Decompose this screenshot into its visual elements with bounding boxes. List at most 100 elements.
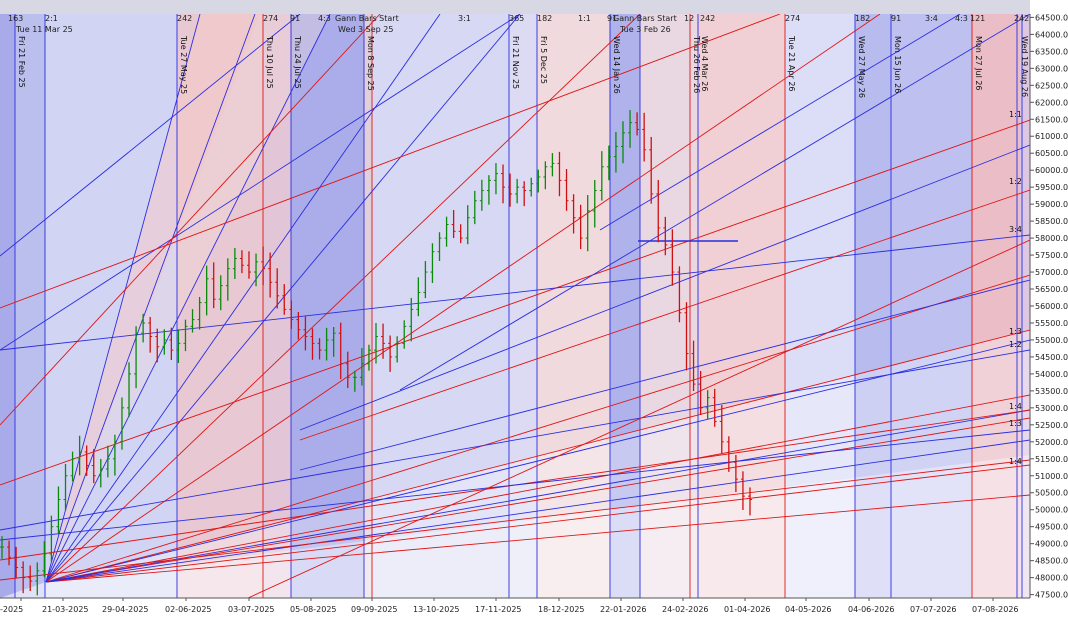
x-tick-label-13: 04-05-2026 xyxy=(785,605,832,614)
gann-line-14 xyxy=(45,14,441,583)
top-cycle-label-4: 91 xyxy=(290,14,300,23)
y-tick-label-19: 55000.00 xyxy=(1035,336,1068,345)
cycle-zone-5 xyxy=(291,14,364,598)
gann-line-22 xyxy=(299,189,1030,441)
y-tick-label-29: 50000.00 xyxy=(1035,506,1068,515)
gann-angle-label-2: 3:4 xyxy=(1009,225,1022,234)
top-cycle-label-7: 3:1 xyxy=(458,14,471,23)
y-tick-label-30: 49500.00 xyxy=(1035,523,1068,532)
vertical-line-label-8: Thu 26 Feb 26 xyxy=(692,35,701,93)
gann-line-1 xyxy=(45,464,1030,583)
y-tick-label-28: 50500.00 xyxy=(1035,489,1068,498)
top-cycle-label-6: Gann Bars Start xyxy=(335,14,399,23)
x-tick-label-1: 21-03-2025 xyxy=(42,605,89,614)
vertical-line-label-2: Thu 10 Jul 25 xyxy=(265,35,274,89)
x-tick-label-16: 07-08-2026 xyxy=(972,605,1019,614)
y-tick-label-22: 53500.00 xyxy=(1035,387,1068,396)
top-cycle-label-16: 182 xyxy=(855,14,870,23)
gann-line-16 xyxy=(0,14,301,257)
gann-angle-label-4: 1:2 xyxy=(1009,340,1022,349)
y-tick-label-6: 61500.00 xyxy=(1035,115,1068,124)
top-cycle-label-2: 242 xyxy=(177,14,192,23)
y-tick-label-26: 51500.00 xyxy=(1035,455,1068,464)
x-tick-label-7: 13-10-2025 xyxy=(413,605,460,614)
gann-angle-label-3: 1:3 xyxy=(1009,327,1022,336)
y-tick-label-13: 58000.00 xyxy=(1035,234,1068,243)
cycle-zone-2 xyxy=(45,14,177,598)
vertical-line-label-14: Wed 19 Aug 26 xyxy=(1020,36,1029,97)
top-cycle-label-3: 274 xyxy=(263,14,278,23)
y-tick-label-23: 53000.00 xyxy=(1035,404,1068,413)
background-zones xyxy=(0,14,1030,598)
vertical-line-label-9: Wed 4 Mar 26 xyxy=(700,36,709,91)
vertical-line-label-6: Fri 5 Dec 25 xyxy=(539,36,548,84)
gann-line-11 xyxy=(45,14,201,583)
gann-line-28 xyxy=(299,144,1030,431)
cycle-zone-9 xyxy=(537,14,610,598)
x-tick-label-2: 29-04-2025 xyxy=(102,605,149,614)
gann-line-18 xyxy=(0,14,381,426)
top-cycle-label-13: 12 xyxy=(684,14,694,23)
gann-angle-label-5: 1:4 xyxy=(1009,402,1022,411)
gann-angle-label-1: 1:2 xyxy=(1009,177,1022,186)
vertical-line-label-4: Mon 8 Sep 25 xyxy=(366,36,375,91)
gann-line-4 xyxy=(45,329,1030,583)
gann-line-27 xyxy=(0,459,1030,581)
gann-line-13 xyxy=(45,14,331,583)
top-cycle-label-10: 1:1 xyxy=(578,14,591,23)
top-cycle-label-9: 182 xyxy=(537,14,552,23)
gann-line-10 xyxy=(45,339,1030,583)
gann-angle-label-7: 1:4 xyxy=(1009,457,1022,466)
y-tick-label-12: 58500.00 xyxy=(1035,217,1068,226)
gann-angle-label-6: 1:3 xyxy=(1009,419,1022,428)
vertical-line-label-0: Fri 21 Feb 25 xyxy=(17,36,26,88)
gann-line-3 xyxy=(45,394,1030,583)
top-cycle-label-5: 4:3 xyxy=(318,14,331,23)
gann-line-2 xyxy=(45,417,1030,583)
y-tick-label-17: 56000.00 xyxy=(1035,302,1068,311)
y-tick-label-11: 59000.00 xyxy=(1035,200,1068,209)
y-tick-label-10: 59500.00 xyxy=(1035,183,1068,192)
y-tick-label-14: 57500.00 xyxy=(1035,251,1068,260)
vertical-line-label-3: Thu 24 Jul 25 xyxy=(293,35,302,89)
gann-line-24 xyxy=(0,349,1030,531)
y-axis-panel xyxy=(1030,0,1068,620)
gann-line-20 xyxy=(0,119,1030,486)
y-tick-label-20: 54500.00 xyxy=(1035,353,1068,362)
y-tick-label-7: 61000.00 xyxy=(1035,132,1068,141)
gann-line-0 xyxy=(45,494,1030,583)
gann-lines xyxy=(0,14,1030,598)
gann-line-26 xyxy=(0,429,1030,541)
y-tick-label-5: 62000.00 xyxy=(1035,98,1068,107)
x-tick-label-8: 17-11-2025 xyxy=(475,605,522,614)
top-cycle-label-12: Gann Bars Start xyxy=(613,14,677,23)
x-tick-label-10: 22-01-2026 xyxy=(600,605,647,614)
gann-line-15 xyxy=(45,14,521,583)
gann-line-29 xyxy=(399,14,1030,391)
y-tick-label-15: 57000.00 xyxy=(1035,268,1068,277)
fan-wedge-red xyxy=(46,14,260,582)
y-tick-label-3: 63000.00 xyxy=(1035,64,1068,73)
x-tick-label-11: 24-02-2026 xyxy=(662,605,709,614)
x-tick-label-6: 09-09-2025 xyxy=(351,605,398,614)
vertical-line-label-13: Mon 27 Jul 26 xyxy=(974,36,983,91)
y-tick-label-24: 52500.00 xyxy=(1035,421,1068,430)
vertical-line-label-1: Tue 27 May 25 xyxy=(179,35,188,94)
y-tick-label-8: 60500.00 xyxy=(1035,149,1068,158)
y-tick-label-4: 62500.00 xyxy=(1035,81,1068,90)
vertical-line-label-11: Wed 27 May 26 xyxy=(857,36,866,98)
x-tick-label-9: 18-12-2025 xyxy=(538,605,585,614)
y-tick-label-27: 51000.00 xyxy=(1035,472,1068,481)
y-tick-label-18: 55500.00 xyxy=(1035,319,1068,328)
y-tick-label-2: 63500.00 xyxy=(1035,47,1068,56)
gann-line-5 xyxy=(45,274,1030,583)
gann-line-30 xyxy=(599,14,961,231)
x-tick-label-5: 05-08-2025 xyxy=(290,605,337,614)
y-tick-label-1: 64000.00 xyxy=(1035,30,1068,39)
y-tick-label-16: 56500.00 xyxy=(1035,285,1068,294)
x-axis-panel xyxy=(0,598,1068,620)
y-tick-label-31: 49000.00 xyxy=(1035,540,1068,549)
top-cycle-label-1: 2:1 xyxy=(45,14,58,23)
